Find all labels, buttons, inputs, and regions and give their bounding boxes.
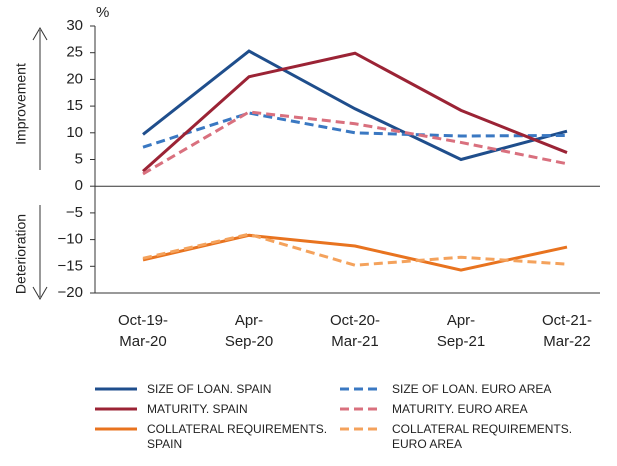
legend-label: COLLATERAL REQUIREMENTS. EURO AREA — [392, 422, 573, 451]
arrow-up — [32, 27, 48, 170]
legend-swatch — [340, 427, 382, 431]
legend-label: SIZE OF LOAN. EURO AREA — [392, 382, 552, 396]
legend-label: COLLATERAL REQUIREMENTS. SPAIN — [147, 422, 328, 451]
y-tick-label: −15 — [58, 257, 83, 274]
series-line — [142, 51, 568, 173]
series-line — [142, 49, 568, 162]
series-line — [142, 232, 568, 267]
x-tick-label-line: Oct-21- — [542, 312, 592, 329]
y-tick-label: −20 — [58, 284, 83, 301]
x-tick-label-line: Sep-21 — [437, 333, 485, 350]
legend-label: MATURITY. EURO AREA — [392, 402, 528, 416]
y-tick-label: 25 — [66, 44, 83, 61]
x-tick-label: Oct-20- Mar-21 — [330, 312, 380, 350]
x-tick-label: Oct-21- Mar-22 — [542, 312, 592, 350]
y-tick-label: 20 — [66, 70, 83, 87]
y-tick-label: −5 — [66, 204, 83, 221]
legend-swatch — [95, 407, 137, 411]
x-tick-label-line: Apr- — [447, 312, 475, 329]
x-tick-label: Apr- Sep-21 — [437, 312, 485, 350]
legend-item: SIZE OF LOAN. EURO AREA — [340, 382, 585, 397]
y-tick-label: 30 — [66, 17, 83, 34]
legend-label: SIZE OF LOAN. SPAIN — [147, 382, 272, 396]
legend-swatch — [340, 387, 382, 391]
x-tick-label-line: Oct-19- — [118, 312, 168, 329]
legend-item: COLLATERAL REQUIREMENTS. EURO AREA — [340, 422, 585, 452]
legend-item: SIZE OF LOAN. SPAIN — [95, 382, 340, 397]
series-line — [142, 233, 568, 272]
x-tick-label-line: Apr- — [235, 312, 263, 329]
legend-label: MATURITY. SPAIN — [147, 402, 248, 416]
y-label-top: Improvement — [13, 63, 29, 145]
y-tick-label: −10 — [58, 231, 83, 248]
legend-swatch — [95, 387, 137, 391]
series-line — [142, 111, 568, 149]
series-line — [142, 110, 568, 176]
y-label-bottom: Deterioration — [13, 214, 29, 294]
y-tick-label: 0 — [75, 177, 83, 194]
unit-label: % — [96, 4, 109, 21]
y-tick-label: 5 — [75, 150, 83, 167]
legend-swatch — [340, 407, 382, 411]
y-tick-label: 15 — [66, 97, 83, 114]
x-tick-label: Apr- Sep-20 — [225, 312, 273, 350]
x-tick-label-line: Mar-22 — [543, 333, 591, 350]
legend-item: MATURITY. SPAIN — [95, 402, 340, 417]
arrow-down — [32, 205, 48, 300]
legend: SIZE OF LOAN. SPAIN SIZE OF LOAN. EURO AR… — [95, 382, 595, 452]
x-tick-label-line: Mar-20 — [119, 333, 167, 350]
x-tick-label-line: Mar-21 — [331, 333, 379, 350]
x-tick-label: Oct-19- Mar-20 — [118, 312, 168, 350]
x-tick-label-line: Oct-20- — [330, 312, 380, 329]
chart: % Improvement Deterioration −20 −15 −10 −5 0… — [13, 4, 600, 350]
x-tick-label-line: Sep-20 — [225, 333, 273, 350]
legend-swatch — [95, 427, 137, 431]
y-tick-label: 10 — [66, 124, 83, 141]
legend-item: MATURITY. EURO AREA — [340, 402, 585, 417]
legend-item: COLLATERAL REQUIREMENTS. SPAIN — [95, 422, 340, 452]
